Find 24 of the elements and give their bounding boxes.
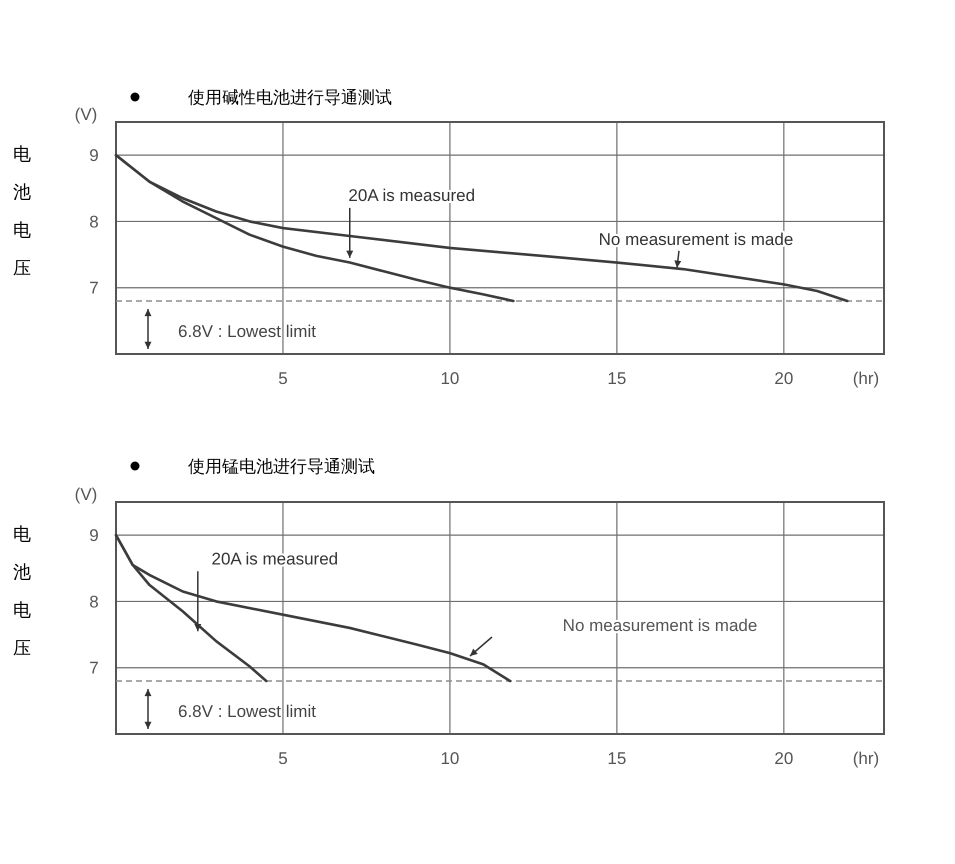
x-tick-label: 15 [607, 369, 626, 388]
x-tick-label: 10 [440, 369, 460, 388]
ref-line-label: 6.8V : Lowest limit [178, 702, 316, 721]
y-axis-title: 电池电压 [13, 144, 31, 278]
ref-line-label: 6.8V : Lowest limit [178, 322, 316, 341]
x-tick-label: 5 [278, 369, 288, 388]
y-tick-label: 9 [89, 526, 99, 546]
x-tick-label: 5 [278, 749, 288, 768]
y-tick-label: 7 [89, 278, 99, 298]
chart-title: 使用碱性电池进行导通测试 [188, 88, 392, 107]
text: (V) [74, 105, 98, 124]
y-tick-label: 8 [89, 212, 99, 232]
x-tick-label: 20 [774, 369, 794, 388]
x-tick-label: 20 [774, 749, 794, 768]
x-axis-title: (hr) [852, 749, 880, 768]
x-tick-label: 15 [607, 749, 626, 768]
y-tick-label: 8 [89, 592, 99, 612]
x-axis-title: (hr) [852, 369, 880, 388]
chart-title: 使用锰电池进行导通测试 [188, 457, 375, 476]
text: (V) [74, 485, 98, 504]
x-tick-label: 10 [440, 749, 460, 768]
y-tick-label: 9 [89, 146, 99, 166]
y-tick-label: 7 [89, 658, 99, 678]
y-axis-title: 电池电压 [13, 524, 31, 658]
